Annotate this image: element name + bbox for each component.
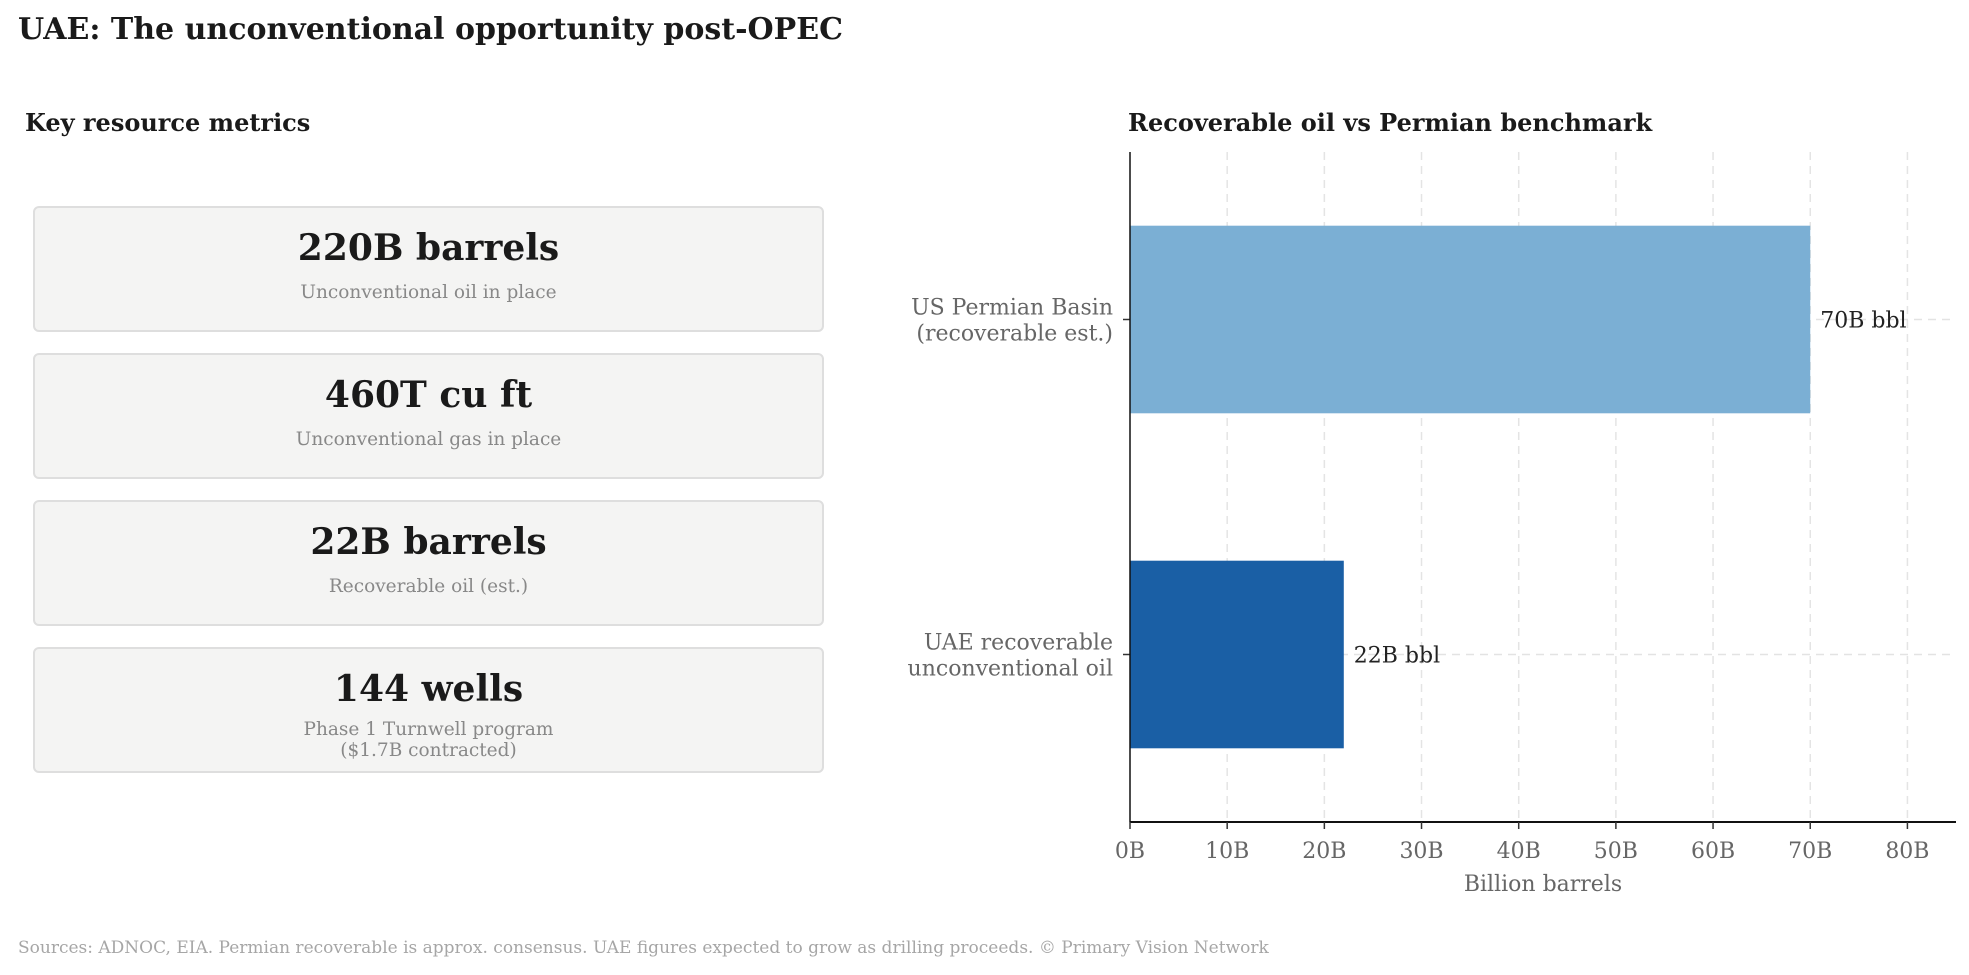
x-tick-label: 70B [1788, 839, 1832, 864]
axes [1123, 152, 1956, 829]
metric-label: Unconventional gas in place [295, 429, 562, 450]
x-tick-label: 0B [1115, 839, 1145, 864]
bar-data-label: 22B bbl [1354, 644, 1440, 669]
y-category-label: US Permian Basin [911, 296, 1113, 321]
metric-value: 22B barrels [310, 521, 547, 563]
metric-value: 144 wells [333, 668, 524, 710]
metric-card-gas-in-place: 460T cu ft Unconventional gas in place [33, 353, 824, 479]
x-tick-label: 80B [1885, 839, 1929, 864]
x-tick-label: 40B [1497, 839, 1541, 864]
x-tick-label: 60B [1691, 839, 1735, 864]
bar [1130, 560, 1344, 749]
labels: US Permian Basin(recoverable est.) 70B bb… [908, 296, 1930, 898]
metric-label-line-1: Phase 1 Turnwell program [303, 719, 554, 740]
metric-value: 460T cu ft [324, 374, 533, 416]
x-tick-label: 50B [1594, 839, 1638, 864]
metric-label: Recoverable oil (est.) [328, 576, 529, 597]
y-category-label: unconventional oil [908, 657, 1113, 682]
metric-label: Unconventional oil in place [300, 282, 557, 303]
footer-source-note: Sources: ADNOC, EIA. Permian recoverable… [18, 938, 1269, 958]
bars [1130, 225, 1811, 749]
metric-label: Phase 1 Turnwell program ($1.7B contract… [304, 719, 554, 761]
metrics-panel-title: Key resource metrics [25, 108, 311, 137]
x-tick-label: 20B [1302, 839, 1346, 864]
bar [1130, 225, 1811, 414]
y-category-label: UAE recoverable [924, 631, 1113, 656]
x-tick-label: 30B [1399, 839, 1443, 864]
metric-card-wells: 144 wells Phase 1 Turnwell program ($1.7… [33, 647, 824, 773]
x-tick-label: 10B [1205, 839, 1249, 864]
y-category-label: (recoverable est.) [916, 322, 1113, 347]
metric-card-oil-in-place: 220B barrels Unconventional oil in place [33, 206, 824, 332]
page-title: UAE: The unconventional opportunity post… [18, 12, 843, 47]
bar-data-label: 70B bbl [1820, 309, 1906, 334]
metric-value: 220B barrels [297, 227, 560, 269]
x-axis-label: Billion barrels [1464, 872, 1622, 897]
chart-title: Recoverable oil vs Permian benchmark [1128, 108, 1653, 137]
metric-card-recoverable-oil: 22B barrels Recoverable oil (est.) [33, 500, 824, 626]
metric-label-line-2: ($1.7B contracted) [340, 740, 517, 761]
